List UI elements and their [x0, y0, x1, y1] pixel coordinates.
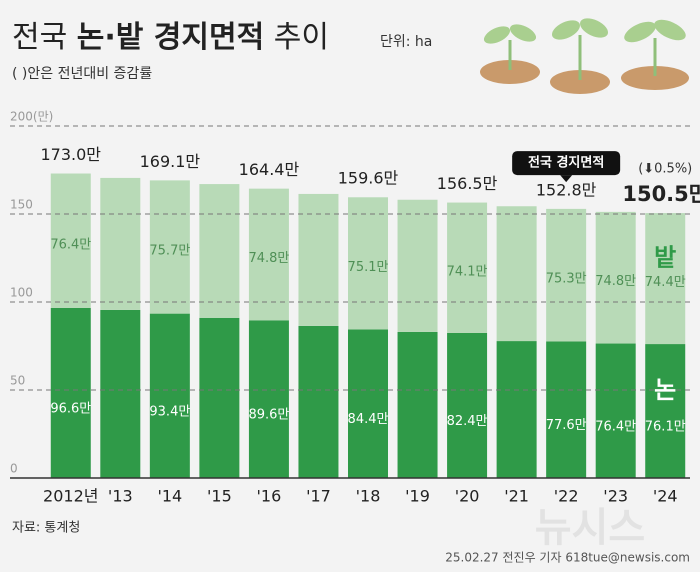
bar-segment — [447, 332, 488, 478]
bar-segment — [645, 213, 686, 345]
bar-segment — [645, 344, 686, 478]
bar-segment — [50, 307, 91, 478]
value-label: 82.4만 — [447, 414, 488, 429]
value-label: 76.4만 — [50, 237, 91, 252]
value-label: 96.6만 — [50, 401, 91, 416]
total-label: 173.0만 — [41, 145, 102, 164]
total-label: 164.4만 — [239, 160, 300, 179]
watermark: 뉴시스 — [535, 505, 645, 551]
x-tick-label: '24 — [653, 487, 678, 506]
title-part: 전국 — [12, 20, 67, 55]
x-tick-label: '16 — [257, 487, 282, 506]
value-label: 75.7만 — [149, 244, 190, 259]
y-tick-label: 50 — [10, 374, 25, 388]
source: 자료: 통계청 — [12, 521, 80, 536]
x-tick-label: '19 — [405, 487, 430, 506]
bar-segment — [248, 320, 289, 478]
total-label: 156.5만 — [437, 174, 498, 193]
legend-label: 논 — [654, 376, 676, 404]
bar-segment — [546, 341, 587, 478]
bar-segment — [348, 197, 388, 330]
change-label: (⬇0.5%) — [638, 162, 692, 177]
bar-segment — [149, 313, 190, 478]
x-tick-label: '22 — [554, 487, 579, 506]
bar-segment — [298, 193, 339, 326]
bar-segment — [496, 206, 537, 342]
y-tick-label: 150 — [10, 198, 33, 212]
value-label: 89.6만 — [248, 408, 289, 423]
x-tick-label: '18 — [356, 487, 381, 506]
callout-box — [512, 151, 621, 176]
value-label: 93.4만 — [149, 404, 190, 419]
x-tick-label: '21 — [504, 487, 529, 506]
unit: 단위: ha — [380, 34, 432, 50]
total-label: 159.6만 — [338, 169, 399, 188]
x-tick-label: '17 — [306, 487, 331, 506]
bar-segment — [248, 188, 289, 321]
value-label: 76.1만 — [645, 420, 686, 435]
x-tick-label: '20 — [455, 487, 480, 506]
bar-segment — [100, 309, 141, 478]
value-label: 74.1만 — [447, 264, 488, 279]
bar-segment — [595, 211, 636, 344]
bar-segment — [397, 331, 438, 478]
bar-segment — [199, 184, 240, 318]
y-tick-label: 200(만) — [10, 110, 53, 124]
callout-text: 전국 경지면적 — [528, 155, 604, 171]
bar-segment — [348, 329, 388, 478]
bar-segment — [496, 341, 537, 478]
bar-segment — [298, 325, 339, 478]
credit: 25.02.27 전진우 기자 618tue@newsis.com — [445, 551, 690, 565]
total-label: 150.5만 — [622, 182, 700, 206]
bar-segment — [50, 173, 91, 308]
subtitle: ( )안은 전년대비 증감률 — [12, 66, 152, 82]
value-label: 74.8만 — [595, 274, 636, 289]
value-label: 76.4만 — [595, 419, 636, 434]
plant-illustration — [480, 18, 689, 94]
bar-segment — [397, 199, 438, 332]
x-tick-label: '13 — [108, 487, 133, 506]
title-part: 추이 — [274, 20, 329, 55]
bar-segment — [447, 202, 488, 333]
legend-label: 밭 — [654, 244, 676, 272]
x-tick-label: 2012년 — [43, 487, 98, 506]
x-tick-label: '14 — [157, 487, 182, 506]
bar-segment — [199, 317, 240, 478]
total-label: 169.1만 — [140, 152, 201, 171]
bar-segment — [149, 180, 190, 314]
value-label: 75.1만 — [348, 260, 389, 275]
y-tick-label: 100 — [10, 286, 33, 300]
value-label: 84.4만 — [348, 412, 389, 427]
value-label: 75.3만 — [546, 272, 587, 287]
bar-segment — [595, 343, 636, 478]
bar-segment — [546, 208, 587, 342]
x-tick-label: '23 — [603, 487, 628, 506]
title-part: 논·밭 경지면적 — [77, 20, 264, 55]
bar-segment — [100, 177, 141, 310]
value-label: 74.4만 — [645, 275, 686, 290]
total-label: 152.8만 — [536, 181, 597, 200]
value-label: 77.6만 — [546, 418, 587, 433]
callout-pointer — [560, 175, 573, 183]
chart-title: 전국 논·밭 경지면적 추이 — [12, 20, 329, 55]
y-tick-label: 0 — [10, 462, 18, 476]
x-tick-label: '15 — [207, 487, 232, 506]
value-label: 74.8만 — [248, 251, 289, 266]
